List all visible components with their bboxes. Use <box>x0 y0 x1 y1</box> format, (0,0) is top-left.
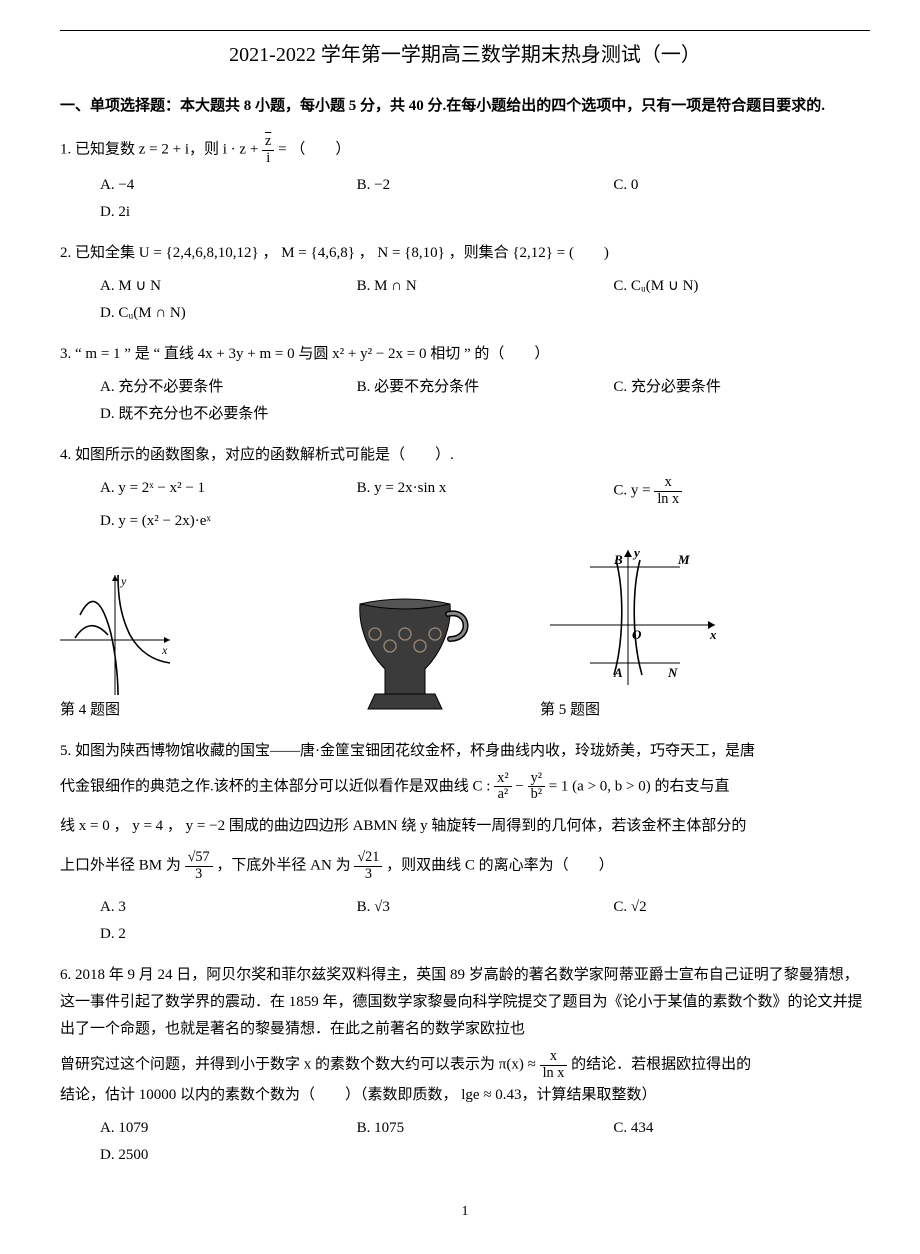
q5-frac-an: √213 <box>354 850 382 882</box>
question-6-p2: 曾研究过这个问题，并得到小于数字 x 的素数个数大约可以表示为 π(x) ≈ x… <box>60 1049 870 1081</box>
q5-opt-a: A. 3 <box>100 894 357 921</box>
question-5-p3: 上口外半径 BM 为 √573 ，下底外半径 AN 为 √213 ，则双曲线 C… <box>60 850 870 882</box>
q5-frac-y: y²b² <box>528 771 545 803</box>
figure-4: yx 第 4 题图 <box>60 575 170 724</box>
q2-options: A. M ∪ N B. M ∩ N C. Cᵤ(M ∪ N) D. Cᵤ(M ∩… <box>100 273 870 327</box>
svg-text:N: N <box>667 665 678 680</box>
q6-p2b: 的结论．若根据欧拉得出的 <box>571 1057 751 1073</box>
q1-stem-b: = （ ） <box>278 142 350 158</box>
svg-text:y: y <box>632 545 640 560</box>
svg-text:x: x <box>709 627 717 642</box>
q1-opt-a: A. −4 <box>100 172 357 199</box>
q1-fraction: z i <box>262 134 274 166</box>
q1-opt-c: C. 0 <box>613 172 870 199</box>
q5-p1b-post: = 1 (a > 0, b > 0) 的右支与直 <box>549 778 730 794</box>
figure-5-caption: 第 5 题图 <box>540 697 720 724</box>
q1-options: A. −4 B. −2 C. 0 D. 2i <box>100 172 870 226</box>
svg-text:B: B <box>613 552 623 567</box>
q5-opt-b: B. √3 <box>357 894 614 921</box>
figure-4-caption: 第 4 题图 <box>60 697 170 724</box>
q2-opt-b: B. M ∩ N <box>357 273 614 300</box>
q2-opt-d: D. Cᵤ(M ∩ N) <box>100 300 870 327</box>
q1-opt-d: D. 2i <box>100 199 870 226</box>
q5-frac-x: x²a² <box>494 771 511 803</box>
q6-options: A. 1079 B. 1075 C. 434 D. 2500 <box>100 1115 870 1169</box>
top-rule <box>60 30 870 31</box>
q1-denominator: i <box>262 151 274 167</box>
question-6-p3: 结论，估计 10000 以内的素数个数为（ ）（素数即质数， lge ≈ 0.4… <box>60 1082 870 1109</box>
q6-opt-a: A. 1079 <box>100 1115 357 1142</box>
figure-row: yx 第 4 题图 yxOBMAN 第 5 题图 <box>60 545 870 724</box>
q5-frac-bm: √573 <box>185 850 213 882</box>
svg-text:M: M <box>677 552 690 567</box>
q6-frac: xln x <box>540 1049 568 1081</box>
q4-opt-c: C. y = xln x <box>613 475 870 507</box>
q5-p3a: 上口外半径 BM 为 <box>60 858 185 874</box>
q4-opt-b: B. y = 2x·sin x <box>357 475 614 507</box>
section-1-heading: 一、单项选择题：本大题共 8 小题，每小题 5 分，共 40 分.在每小题给出的… <box>60 93 870 120</box>
question-4: 4. 如图所示的函数图象，对应的函数解析式可能是（ ）. <box>60 442 870 469</box>
q5-p1b-pre: 代金银细作的典范之作.该杯的主体部分可以近似看作是双曲线 C : <box>60 778 494 794</box>
question-1: 1. 已知复数 z = 2 + i，则 i · z + z i = （ ） <box>60 134 870 166</box>
q4-opt-c-frac: xln x <box>654 475 682 507</box>
question-5-p2: 线 x = 0 ， y = 4 ， y = −2 围成的曲边四边形 ABMN 绕… <box>60 813 870 840</box>
q6-opt-c: C. 434 <box>613 1115 870 1142</box>
question-3: 3. “ m = 1 ” 是 “ 直线 4x + 3y + m = 0 与圆 x… <box>60 341 870 368</box>
q5-opt-c: C. √2 <box>613 894 870 921</box>
page-title: 2021-2022 学年第一学期高三数学期末热身测试（一） <box>60 37 870 73</box>
q6-opt-b: B. 1075 <box>357 1115 614 1142</box>
q3-opt-c: C. 充分必要条件 <box>613 374 870 401</box>
svg-text:A: A <box>613 665 623 680</box>
q4-options: A. y = 2ˣ − x² − 1 B. y = 2x·sin x C. y … <box>100 475 870 534</box>
q3-opt-d: D. 既不充分也不必要条件 <box>100 401 870 428</box>
svg-text:y: y <box>120 575 127 588</box>
figure-5-axes: y x O B M A N 第 5 题图 <box>540 545 720 724</box>
q6-p2a: 曾研究过这个问题，并得到小于数字 x 的素数个数大约可以表示为 π(x) ≈ <box>60 1057 540 1073</box>
q1-zbar: z <box>265 133 271 149</box>
question-5-p1a: 5. 如图为陕西博物馆收藏的国宝——唐·金筐宝钿团花纹金杯，杯身曲线内收，玲珑娇… <box>60 738 870 765</box>
q4-opt-a: A. y = 2ˣ − x² − 1 <box>100 475 357 507</box>
q1-opt-b: B. −2 <box>357 172 614 199</box>
q5-p3c: ，则双曲线 C 的离心率为（ ） <box>386 858 614 874</box>
q3-opt-a: A. 充分不必要条件 <box>100 374 357 401</box>
q5-hyperbola: y x O B M A N <box>540 545 720 695</box>
q4-opt-c-pre: C. y = <box>613 483 654 499</box>
q4-opt-d: D. y = (x² − 2x)·eˣ <box>100 508 870 535</box>
q4-graph: yx <box>60 575 170 695</box>
q5-cup <box>330 584 480 724</box>
figure-5-cup <box>330 584 480 724</box>
q2-opt-a: A. M ∪ N <box>100 273 357 300</box>
page-number: 1 <box>60 1199 870 1224</box>
q3-opt-b: B. 必要不充分条件 <box>357 374 614 401</box>
q2-opt-c: C. Cᵤ(M ∪ N) <box>613 273 870 300</box>
question-2: 2. 已知全集 U = {2,4,6,8,10,12} ， M = {4,6,8… <box>60 240 870 267</box>
q5-p3b: ，下底外半径 AN 为 <box>216 858 354 874</box>
svg-text:O: O <box>632 627 642 642</box>
question-5-p1b: 代金银细作的典范之作.该杯的主体部分可以近似看作是双曲线 C : x²a² − … <box>60 771 870 803</box>
q6-opt-d: D. 2500 <box>100 1142 870 1169</box>
question-6-p1: 6. 2018 年 9 月 24 日，阿贝尔奖和菲尔兹奖双料得主，英国 89 岁… <box>60 962 870 1043</box>
svg-text:x: x <box>161 643 168 657</box>
q5-options: A. 3 B. √3 C. √2 D. 2 <box>100 894 870 948</box>
q1-stem-a: 1. 已知复数 z = 2 + i，则 i · z + <box>60 142 262 158</box>
q5-opt-d: D. 2 <box>100 921 870 948</box>
q3-options: A. 充分不必要条件 B. 必要不充分条件 C. 充分必要条件 D. 既不充分也… <box>100 374 870 428</box>
q5-minus: − <box>515 778 527 794</box>
